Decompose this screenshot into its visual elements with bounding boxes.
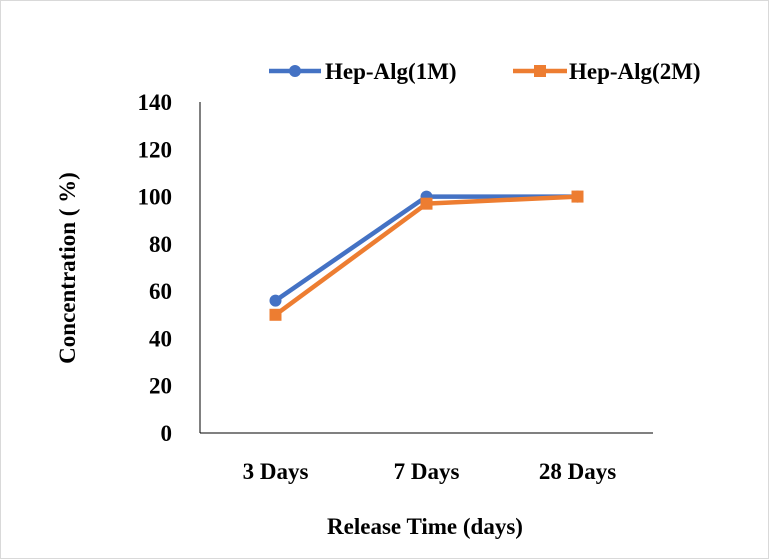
data-point: [269, 308, 282, 321]
data-point: [269, 294, 282, 307]
series-line: [274, 194, 578, 303]
plot-series: [269, 190, 584, 321]
y-axis: 0 20 40 60 80 100 120 140: [138, 90, 201, 446]
legend-label: Hep-Alg(1M): [325, 59, 457, 84]
data-point: [420, 197, 433, 210]
series-2: [269, 190, 584, 321]
series-line: [274, 194, 578, 317]
legend-entry: Hep-Alg(2M): [513, 59, 701, 84]
legend-marker: [289, 65, 301, 77]
data-point: [571, 190, 584, 203]
x-tick-label: 3 Days: [243, 459, 309, 484]
y-axis-title: Concentration ( %): [55, 172, 80, 364]
legend: Hep-Alg(1M) Hep-Alg(2M): [269, 59, 701, 84]
legend-entry: Hep-Alg(1M): [269, 59, 457, 84]
x-tick-label: 28 Days: [539, 459, 616, 484]
legend-label: Hep-Alg(2M): [569, 59, 701, 84]
x-tick-label: 7 Days: [394, 459, 460, 484]
y-tick-label: 120: [138, 137, 173, 162]
x-axis: 3 Days 7 Days 28 Days: [200, 432, 653, 484]
y-tick-label: 40: [149, 326, 172, 351]
y-tick-label: 60: [149, 279, 172, 304]
y-tick-label: 140: [138, 90, 173, 115]
y-tick-label: 0: [161, 421, 173, 446]
y-tick-label: 100: [138, 185, 173, 210]
y-tick-label: 80: [149, 232, 172, 257]
y-tick-label: 20: [149, 374, 172, 399]
legend-marker: [534, 65, 546, 77]
x-axis-title: Release Time (days): [327, 514, 523, 539]
